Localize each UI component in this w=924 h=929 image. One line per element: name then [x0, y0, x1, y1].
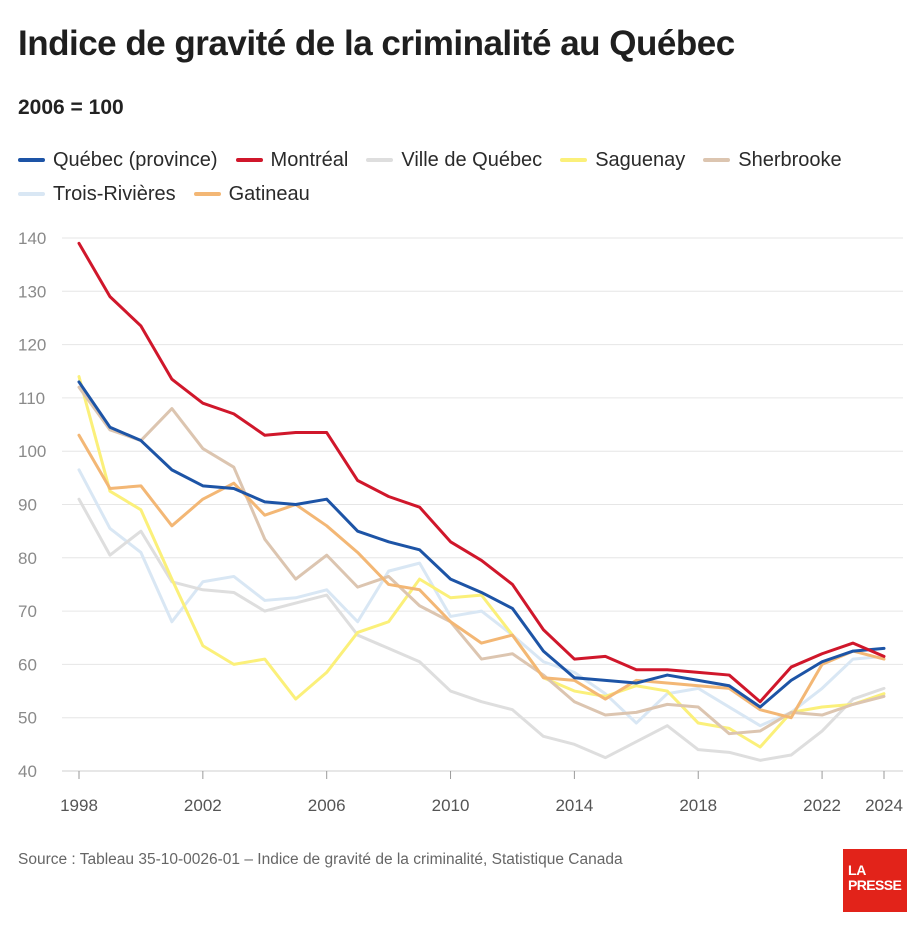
legend-swatch [235, 158, 263, 162]
legend-label: Montréal [270, 148, 349, 171]
y-axis: 40 50 60 70 80 90 100 110 120 130 140 [18, 229, 46, 781]
la-presse-logo: LA PRESSE [843, 849, 907, 912]
series-gatineau [77, 433, 886, 720]
y-tick-label: 90 [18, 496, 37, 515]
series-montreal [77, 241, 886, 704]
legend-swatch [18, 192, 45, 196]
legend-label: Québec (province) [53, 148, 218, 171]
y-tick-label: 80 [18, 549, 37, 568]
source-note: Source : Tableau 35-10-0026-01 – Indice … [18, 851, 623, 868]
chart-subtitle: 2006 = 100 [18, 96, 124, 119]
legend-label: Ville de Québec [401, 148, 543, 171]
y-tick-label: 70 [18, 602, 37, 621]
series-ville-de-quebec [77, 497, 886, 762]
logo-line-1: LA [848, 862, 867, 878]
y-tick-label: 110 [18, 389, 45, 408]
x-tick-label: 2024 [865, 796, 903, 815]
x-tick-label: 2018 [679, 796, 717, 815]
x-tick-label: 2010 [432, 796, 470, 815]
legend-item-montreal: Montréal [235, 148, 349, 172]
legend-row-2: Trois-Rivières Gatineau [18, 177, 908, 211]
series-quebec-province [77, 380, 886, 709]
series-trois-rivieres [77, 468, 886, 728]
legend-item-quebec-province: Québec (province) [18, 149, 218, 172]
series-line-trois-rivieres [77, 468, 886, 728]
chart-title: Indice de gravité de la criminalité au Q… [18, 24, 735, 63]
x-tick-label: 2014 [555, 796, 593, 815]
legend-label: Trois-Rivières [53, 182, 176, 205]
legend-swatch [366, 158, 394, 162]
logo-line-2: PRESSE [848, 877, 902, 893]
legend-item-gatineau: Gatineau [193, 182, 310, 206]
legend-row-1: Québec (province) Montréal Ville de Québ… [18, 143, 908, 177]
legend-swatch [193, 192, 221, 196]
legend-swatch [703, 158, 731, 162]
legend-label: Saguenay [595, 148, 686, 171]
series-line-ville-de-quebec [77, 497, 886, 762]
legend-item-saguenay: Saguenay [560, 149, 685, 172]
series-line-montreal [77, 241, 886, 704]
x-axis: 1998 2002 2006 2010 2014 2018 2022 2024 [60, 771, 903, 815]
legend-item-trois-rivieres: Trois-Rivières [18, 183, 176, 206]
x-tick-label: 2022 [803, 796, 841, 815]
x-tick-label: 1998 [60, 796, 98, 815]
series-sherbrooke [77, 385, 886, 736]
legend: Québec (province) Montréal Ville de Québ… [18, 143, 908, 211]
x-tick-label: 2006 [308, 796, 346, 815]
y-tick-label: 40 [18, 762, 37, 781]
series-line-gatineau [77, 433, 886, 720]
gridlines [62, 237, 903, 772]
series-lines [77, 241, 886, 762]
y-tick-label: 120 [18, 336, 46, 355]
y-tick-label: 140 [18, 229, 46, 248]
line-chart: 40 50 60 70 80 90 100 110 120 130 140 1998 2002 2006… [18, 229, 903, 815]
legend-item-sherbrooke: Sherbrooke [703, 148, 842, 172]
legend-item-ville-de-quebec: Ville de Québec [366, 149, 542, 172]
y-tick-label: 130 [18, 282, 46, 301]
y-tick-label: 100 [18, 442, 46, 461]
x-tick-label: 2002 [184, 796, 222, 815]
y-tick-label: 50 [18, 709, 37, 728]
legend-label: Gatineau [228, 182, 310, 205]
legend-label: Sherbrooke [738, 148, 842, 171]
legend-swatch [560, 158, 588, 162]
legend-swatch [18, 158, 45, 162]
y-tick-label: 60 [18, 655, 37, 674]
